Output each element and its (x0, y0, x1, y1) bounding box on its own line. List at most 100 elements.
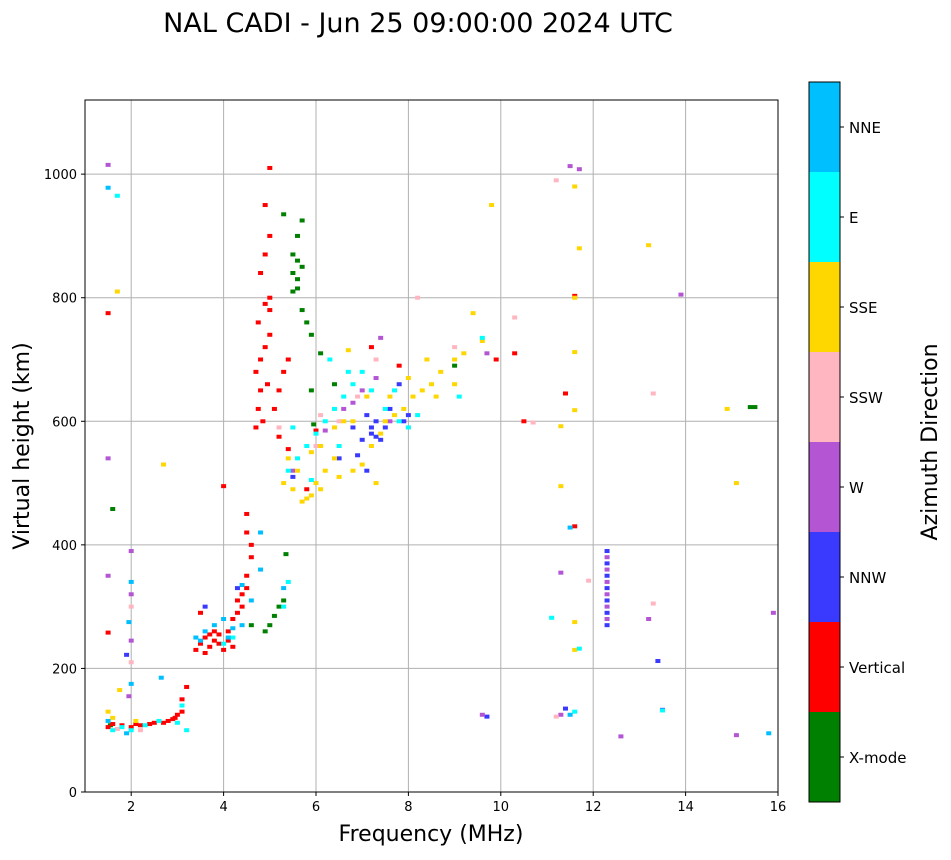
data-point-nnw (290, 474, 296, 479)
data-point-ssw (318, 413, 324, 418)
colorbar-tick-label: NNE (849, 119, 881, 137)
data-point-sse (336, 474, 342, 479)
data-point-x-mode (308, 332, 314, 337)
data-point-nnw (378, 437, 384, 442)
data-point-e (456, 394, 462, 399)
data-point-e (660, 708, 665, 713)
data-point-w (341, 406, 347, 411)
data-point-w (604, 555, 610, 560)
data-point-x-mode (295, 233, 301, 238)
data-point-vertical (262, 301, 268, 306)
data-point-w (604, 592, 610, 597)
data-point-vertical (262, 203, 268, 208)
data-point-ssw (553, 714, 559, 719)
data-point-x-mode (290, 289, 296, 294)
data-point-vertical (562, 391, 568, 396)
x-tick-label: 2 (127, 800, 135, 815)
data-point-sse (322, 468, 328, 473)
data-point-e (572, 709, 578, 714)
data-point-vertical (172, 715, 178, 720)
data-point-sse (429, 382, 434, 387)
data-point-nne (221, 617, 227, 621)
colorbar-swatch-vertical (809, 622, 840, 712)
data-point-ssw (553, 178, 559, 183)
data-point-nnw (387, 406, 393, 411)
data-point-vertical (207, 632, 213, 637)
data-point-w (618, 734, 624, 739)
data-point-sse (572, 408, 578, 413)
data-point-vertical (253, 369, 259, 374)
data-point-w (733, 733, 739, 738)
data-point-nne (128, 579, 134, 584)
data-point-vertical (521, 419, 527, 424)
data-point-sse (572, 620, 578, 625)
data-point-nne (281, 586, 287, 591)
data-point-nnw (359, 437, 365, 442)
data-point-nne (105, 185, 111, 190)
x-axis-label: Frequency (MHz) (339, 822, 524, 847)
data-point-x-mode (295, 286, 301, 291)
data-point-nnw (484, 714, 490, 719)
data-point-x-mode (752, 405, 758, 410)
colorbar-swatch-w (809, 442, 840, 532)
data-point-sse (572, 350, 578, 355)
data-point-vertical (105, 630, 111, 635)
data-point-nne (128, 681, 134, 686)
data-point-vertical (281, 369, 287, 374)
data-point-nnw (368, 425, 374, 430)
data-point-e (396, 419, 402, 424)
data-point-w (604, 617, 610, 621)
data-point-sse (331, 425, 337, 430)
data-point-w (484, 351, 490, 356)
data-point-e (179, 703, 185, 708)
data-point-vertical (225, 638, 231, 643)
data-point-e (281, 604, 287, 609)
data-point-nne (202, 629, 208, 634)
data-point-vertical (221, 647, 227, 652)
data-point-w (576, 167, 582, 172)
data-point-ssw (128, 604, 134, 609)
data-point-ssw (336, 419, 342, 424)
data-point-w (646, 617, 652, 621)
data-point-vertical (255, 320, 261, 325)
data-point-w (373, 376, 379, 381)
data-point-vertical (211, 638, 217, 643)
data-point-w (128, 549, 134, 554)
data-point-vertical (248, 542, 254, 547)
data-point-vertical (216, 641, 222, 646)
data-point-e (345, 369, 351, 374)
data-point-w (567, 164, 573, 169)
data-point-sse (378, 431, 384, 436)
colorbar-swatch-sse (809, 262, 840, 352)
data-point-e (576, 646, 582, 651)
data-point-nnw (655, 659, 661, 664)
data-point-vertical (271, 406, 277, 411)
colorbar-swatch-ssw (809, 352, 840, 442)
data-point-e (304, 444, 310, 448)
colorbar-swatch-nne (809, 82, 840, 172)
data-point-w (105, 456, 111, 461)
data-point-w (604, 579, 610, 584)
data-point-nne (105, 718, 111, 723)
data-point-sse (461, 351, 467, 356)
y-tick-label: 0 (69, 786, 77, 801)
data-point-e (327, 357, 333, 362)
data-point-e (285, 579, 291, 584)
data-point-sse (489, 203, 495, 208)
data-point-nnw (202, 604, 208, 609)
data-point-nne (239, 623, 245, 628)
data-point-vertical (396, 363, 402, 368)
data-point-w (128, 592, 134, 597)
data-point-nnw (604, 549, 610, 554)
data-point-w (126, 694, 132, 699)
data-point-x-mode (318, 351, 324, 356)
data-point-sse (392, 413, 398, 418)
data-point-x-mode (271, 613, 277, 618)
data-point-sse (724, 406, 730, 411)
colorbar-label: Azimuth Direction (918, 343, 943, 540)
data-point-nne (211, 623, 217, 628)
data-point-sse (646, 243, 652, 248)
data-point-sse (308, 493, 314, 498)
data-point-vertical (105, 725, 111, 730)
